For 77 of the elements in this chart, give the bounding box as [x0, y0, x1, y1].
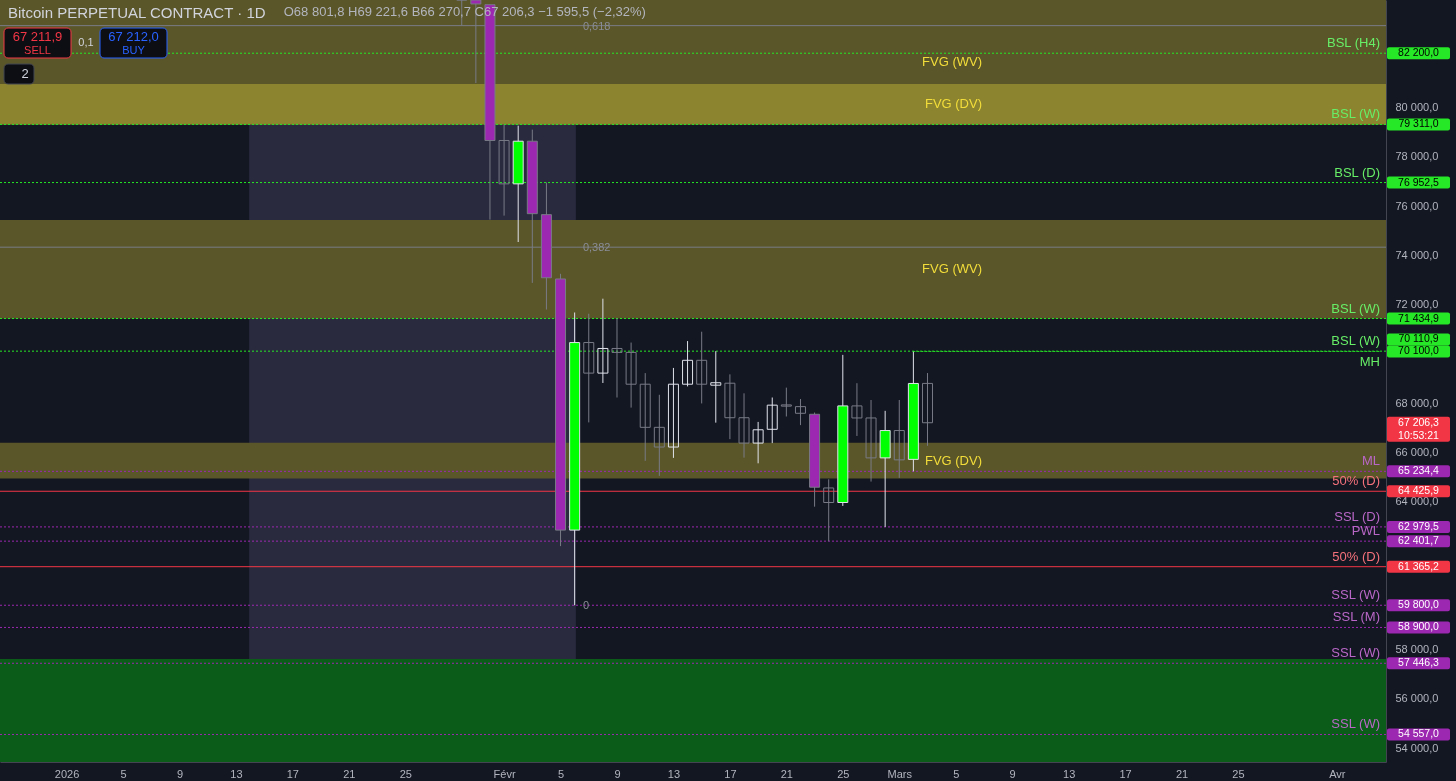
x-tick-label: 9 [1009, 767, 1016, 780]
x-tick-label: Avr [1329, 767, 1346, 780]
ref-line-label: BSL (W) [1331, 106, 1380, 122]
ref-line-label: SSL (M) [1332, 609, 1380, 625]
x-tick-label: 5 [953, 767, 960, 780]
y-tick-label: 56 000,0 [1395, 692, 1439, 705]
x-tick-label: 13 [667, 767, 681, 780]
y-tick-label: 72 000,0 [1395, 298, 1439, 311]
annotation: 0,1 [78, 36, 94, 48]
text: 71 434,9 [1398, 311, 1440, 324]
band-label: FVG (WV) [922, 54, 982, 70]
text: 59 800,0 [1398, 598, 1440, 611]
text: 54 557,0 [1398, 727, 1440, 740]
band-label: FVG (WV) [922, 261, 982, 277]
y-tick-label: 58 000,0 [1395, 643, 1439, 656]
chart-title: Bitcoin PERPETUAL CONTRACT · 1D [8, 4, 266, 21]
annotation: 67 212,0 [108, 29, 159, 44]
text: 70 110,9 [1398, 332, 1439, 345]
x-tick-label: 25 [837, 767, 850, 780]
x-tick-label: 2026 [54, 767, 80, 780]
text: 82 200,0 [1398, 46, 1440, 59]
x-tick-label: 17 [724, 767, 737, 780]
text: 65 234,4 [1398, 464, 1440, 477]
annotation: BUY [122, 44, 146, 56]
x-tick-label: Févr [493, 767, 516, 780]
y-tick-label: 74 000,0 [1395, 248, 1439, 261]
text: 79 311,0 [1398, 117, 1439, 130]
x-tick-label: Mars [887, 767, 913, 780]
y-tick-label: 78 000,0 [1395, 150, 1439, 163]
band-label: FVG (DV) [924, 452, 982, 468]
band-label: FVG (DV) [924, 96, 982, 112]
ref-line-label: PWL [1351, 523, 1380, 539]
ref-line-label: BSL (W) [1331, 333, 1380, 349]
text: 62 979,5 [1398, 519, 1440, 532]
x-tick-label: 13 [1063, 767, 1076, 780]
text: 61 365,2 [1398, 559, 1440, 572]
annotation: 0 [582, 599, 590, 612]
ref-line-label: BSL (H4) [1327, 35, 1380, 51]
x-tick-label: 25 [399, 767, 412, 780]
x-tick-label: 21 [343, 767, 356, 780]
annotation: 67 211,9 [12, 29, 63, 44]
annotation: 2 [21, 66, 29, 81]
text: 67 206,3 [1398, 415, 1439, 428]
x-tick-label: 21 [1175, 767, 1189, 780]
y-tick-label: 68 000,0 [1395, 396, 1439, 409]
ref-line-label: BSL (W) [1331, 300, 1380, 316]
x-tick-label: 17 [286, 767, 299, 780]
ref-line-label: SSL (W) [1331, 587, 1380, 603]
ref-line-label: 50% (D) [1332, 548, 1380, 564]
text: 57 446,3 [1398, 656, 1440, 669]
y-tick-label: 76 000,0 [1395, 199, 1439, 212]
ref-line-label: SSL (D) [1334, 508, 1380, 524]
x-tick-label: 9 [176, 767, 184, 780]
x-tick-label: 9 [614, 767, 621, 780]
x-tick-label: 17 [1119, 767, 1132, 780]
series-label: MH [1359, 354, 1380, 370]
x-tick-label: 5 [120, 767, 127, 780]
y-tick-label: 80 000,0 [1395, 100, 1439, 113]
y-tick-label: 54 000,0 [1395, 741, 1439, 754]
annotation: SELL [24, 44, 51, 56]
ref-line-label: ML [1361, 453, 1380, 469]
text: 76 952,5 [1398, 175, 1440, 188]
text: 58 900,0 [1398, 620, 1440, 633]
x-tick-label: 25 [1232, 767, 1245, 780]
y-tick-label: 66 000,0 [1395, 445, 1439, 458]
x-tick-label: 5 [557, 767, 565, 780]
ref-line-label: 50% (D) [1332, 473, 1380, 489]
ref-line-label: SSL (W) [1331, 716, 1380, 732]
text: 62 401,7 [1398, 534, 1440, 547]
ref-line-label: BSL (D) [1334, 164, 1380, 180]
text: 10:53:21 [1398, 428, 1440, 441]
x-tick-label: 21 [780, 767, 793, 780]
y-tick-label: 64 000,0 [1395, 495, 1439, 508]
ref-line-label: SSL (W) [1331, 645, 1380, 661]
data-label: 70 100,0 [1398, 344, 1440, 357]
x-tick-label: 13 [230, 767, 243, 780]
text: 64 425,9 [1398, 484, 1440, 497]
